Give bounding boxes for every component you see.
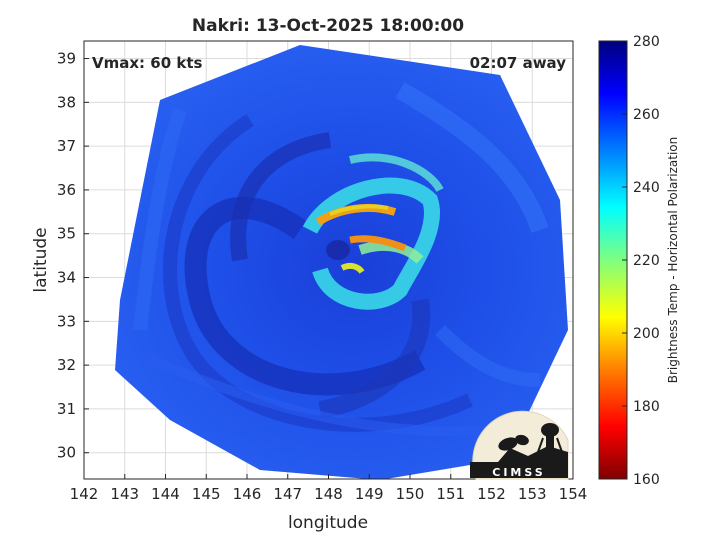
x-tick-label: 153 — [518, 485, 547, 503]
y-tick-label: 33 — [57, 312, 76, 330]
chart-title: Nakri: 13-Oct-2025 18:00:00 — [192, 16, 464, 36]
colorbar-tick-label: 200 — [633, 326, 660, 342]
x-tick-label: 147 — [273, 485, 302, 503]
y-tick-label: 32 — [57, 356, 76, 374]
colorbar-label: Brightness Temp - Horizontal Polarizatio… — [666, 137, 680, 384]
x-tick-label: 152 — [477, 485, 506, 503]
x-tick-label: 143 — [110, 485, 139, 503]
x-tick-label: 154 — [559, 485, 588, 503]
y-axis-label: latitude — [31, 227, 51, 292]
cimss-logo-text: CIMSS — [492, 466, 545, 479]
colorbar-tick-label: 220 — [633, 253, 660, 269]
y-tick-label: 35 — [57, 225, 76, 243]
y-tick-label: 37 — [57, 137, 76, 155]
x-tick-label: 150 — [396, 485, 425, 503]
time-away-label: 02:07 away — [470, 54, 567, 72]
x-tick-label: 144 — [151, 485, 180, 503]
vmax-label: Vmax: 60 kts — [92, 54, 202, 72]
satellite-swath — [115, 45, 568, 479]
x-tick-label: 151 — [436, 485, 465, 503]
colorbar-tick-label: 240 — [633, 180, 660, 196]
colorbar-tick-label: 260 — [633, 107, 660, 123]
y-tick-label: 38 — [57, 93, 76, 111]
colorbar-tick-label: 280 — [633, 34, 660, 50]
x-axis-label: longitude — [288, 513, 368, 533]
x-tick-label: 145 — [192, 485, 221, 503]
y-tick-label: 31 — [57, 400, 76, 418]
colorbar-tick-label: 180 — [633, 399, 660, 415]
cimss-logo: CIMSS — [470, 410, 569, 480]
y-axis-ticks: 30 31 32 33 34 35 36 37 38 39 — [57, 50, 89, 462]
x-tick-label: 149 — [355, 485, 384, 503]
y-tick-label: 36 — [57, 181, 76, 199]
colorbar-tick-label: 160 — [633, 472, 660, 488]
y-tick-label: 39 — [57, 50, 76, 68]
colorbar-ticks: 160 180 200 220 240 260 280 — [622, 34, 660, 488]
x-axis-ticks: 142 143 144 145 146 147 148 149 150 151 152 153 154 — [70, 474, 588, 503]
x-tick-label: 146 — [233, 485, 262, 503]
y-tick-label: 30 — [57, 444, 76, 462]
x-tick-label: 148 — [314, 485, 343, 503]
x-tick-label: 142 — [70, 485, 99, 503]
y-tick-label: 34 — [57, 269, 76, 287]
